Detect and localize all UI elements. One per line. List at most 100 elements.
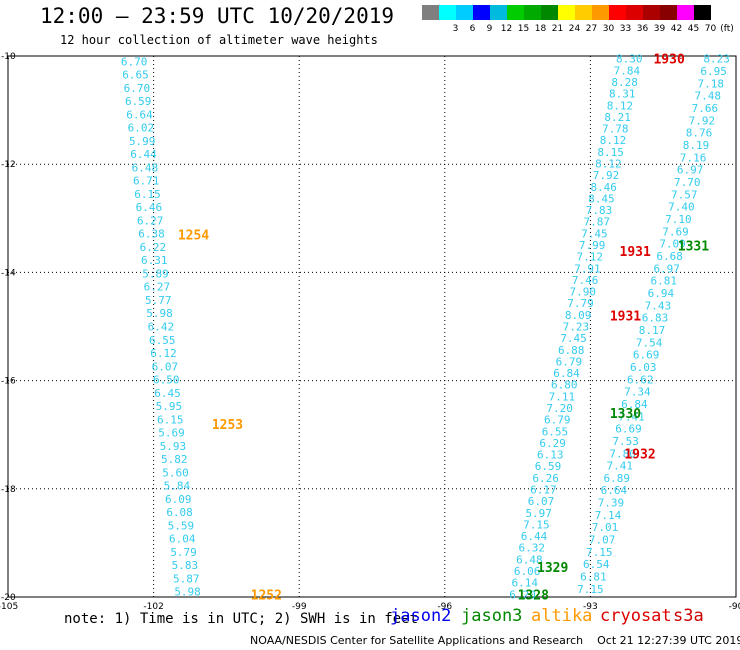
wave-height-value: 6.89 [604, 472, 631, 485]
legend-label: 18 [534, 24, 547, 34]
wave-height-value: 7.41 [606, 460, 633, 473]
wave-height-value: 6.22 [140, 241, 167, 254]
wave-height-value: 6.04 [169, 533, 196, 546]
legend-swatch [609, 5, 626, 20]
wave-height-value: 7.53 [612, 435, 639, 448]
wave-height-value: 7.15 [577, 583, 604, 596]
wave-height-value: 7.18 [697, 77, 724, 90]
wave-height-value: 7.20 [546, 402, 573, 415]
legend-swatch [592, 5, 609, 20]
wave-height-value: 5.98 [146, 307, 173, 320]
wave-height-value: 7.45 [581, 227, 608, 240]
wave-height-value: 5.79 [170, 546, 197, 559]
wave-height-value: 5.77 [145, 294, 172, 307]
legend-label: 45 [687, 24, 700, 34]
legend-swatch [439, 5, 456, 20]
wave-height-value: 8.09 [565, 309, 592, 322]
wave-height-value: 6.06 [514, 565, 541, 578]
wave-height-value: 8.30 [616, 53, 643, 66]
wave-height-value: 7.46 [572, 274, 599, 287]
wave-height-value: 7.78 [602, 123, 629, 136]
wave-height-value: 6.84 [621, 398, 648, 411]
wave-height-value: 6.65 [122, 69, 149, 82]
wave-height-value: 5.93 [160, 440, 187, 453]
wave-height-value: 7.43 [645, 299, 672, 312]
legend-swatch [524, 5, 541, 20]
latitude-tick-label: -20 [1, 593, 16, 603]
longitude-tick-label: -93 [583, 602, 598, 612]
wave-height-value: 7.09 [659, 238, 686, 251]
pass-time-label: 1253 [212, 418, 243, 433]
wave-height-value: 6.70 [124, 82, 151, 95]
legend-swatch [660, 5, 677, 20]
wave-height-value: 7.84 [614, 64, 641, 77]
wave-height-value: 5.89 [142, 267, 169, 280]
wave-height-value: 6.88 [558, 344, 585, 357]
wave-height-value: 5.84 [164, 480, 191, 493]
wave-height-value: 8.12 [600, 134, 627, 147]
pass-time-label: 1328 [518, 588, 549, 603]
wave-height-value: 8.76 [686, 127, 713, 140]
wave-height-value: 6.44 [130, 148, 157, 161]
legend-swatch [507, 5, 524, 20]
wave-height-value: 5.59 [168, 519, 195, 532]
wave-height-value: 6.97 [653, 262, 680, 275]
wave-height-value: 6.13 [537, 449, 564, 462]
wave-height-value: 6.42 [148, 321, 175, 334]
wave-height-value: 6.55 [542, 425, 569, 438]
latitude-tick-label: -16 [1, 377, 16, 387]
wave-height-value: 7.90 [570, 286, 597, 299]
wave-height-value: 7.92 [689, 114, 716, 127]
legend-swatch [694, 5, 711, 20]
wave-height-value: 6.14 [512, 577, 539, 590]
wave-height-value: 7.16 [680, 151, 707, 164]
pass-time-label: 1330 [610, 407, 641, 422]
wave-height-value: 7.14 [595, 509, 622, 522]
satellite-altika: altika [531, 606, 593, 626]
legend-swatch [677, 5, 694, 20]
latitude-tick-label: -12 [1, 160, 16, 170]
wave-height-value: 6.07 [152, 360, 179, 373]
wave-height-value: 6.64 [601, 484, 628, 497]
legend-label: 21 [551, 24, 564, 34]
latitude-tick-label: -18 [1, 485, 16, 495]
wave-height-value: 7.34 [624, 386, 651, 399]
wave-height-value: 5.98 [174, 586, 201, 599]
wave-height-value: 6.48 [132, 161, 159, 174]
longitude-tick-label: -102 [143, 602, 163, 612]
wave-height-value: 7.15 [523, 518, 550, 531]
pass-time-label: 1931 [620, 245, 651, 260]
wave-height-value: 6.62 [627, 373, 654, 386]
legend-swatch [575, 5, 592, 20]
legend-label: 12 [500, 24, 513, 34]
legend-unit: (ft) [720, 24, 734, 34]
wave-height-value: 8.12 [595, 157, 622, 170]
legend-swatch [626, 5, 643, 20]
wave-height-value: 8.12 [607, 99, 634, 112]
wave-height-value: 7.57 [671, 188, 698, 201]
wave-height-value: 8.31 [609, 88, 636, 101]
wave-height-value: 7.91 [574, 262, 601, 275]
wave-height-value: 6.45 [154, 387, 181, 400]
wave-height-value: 7.11 [549, 390, 576, 403]
legend-label: 24 [568, 24, 581, 34]
wave-height-value: 6.79 [556, 355, 583, 368]
wave-height-value: 8.17 [639, 324, 666, 337]
page-title: 12:00 – 23:59 UTC 10/20/2019 [40, 4, 395, 28]
longitude-tick-label: -105 [0, 602, 18, 612]
pass-time-label: 1252 [251, 588, 282, 603]
wave-height-value: 6.64 [126, 108, 153, 121]
wave-height-value: 6.09 [165, 493, 192, 506]
wave-height-value: 5.95 [156, 400, 183, 413]
wave-height-value: 6.95 [700, 65, 727, 78]
wave-height-value: 6.81 [580, 571, 607, 584]
wave-height-value: 6.31 [141, 254, 168, 267]
legend-swatch [541, 5, 558, 20]
pass-time-label: 1930 [653, 53, 684, 68]
wave-height-value: 7.92 [593, 169, 620, 182]
wave-height-value: 8.21 [604, 111, 631, 124]
pass-time-label: 1331 [678, 239, 709, 254]
satellite-s3a: s3a [673, 606, 704, 626]
wave-height-value: 6.29 [539, 437, 566, 450]
satellite-jason3: jason3 [461, 606, 523, 626]
